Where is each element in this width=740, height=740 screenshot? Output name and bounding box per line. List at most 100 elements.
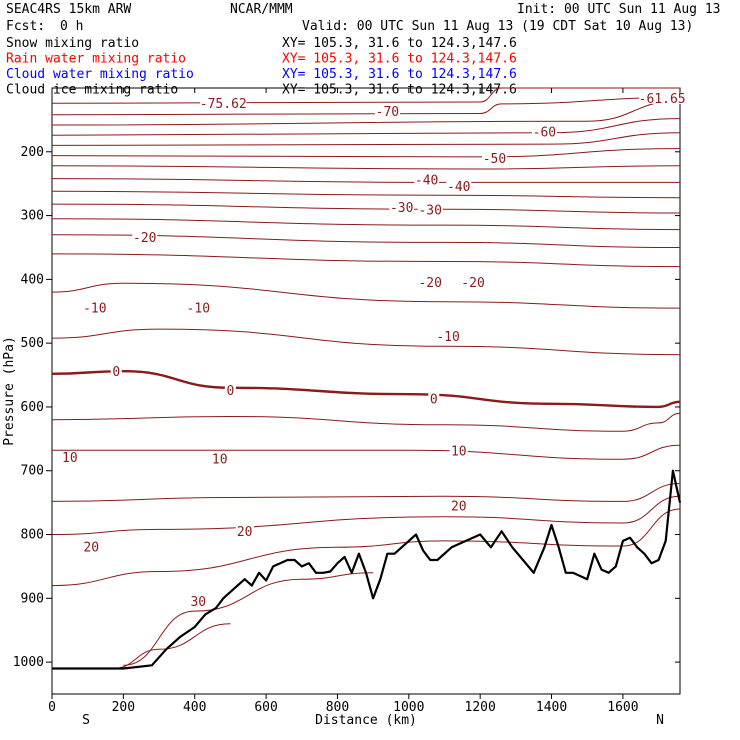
contour-label-bg: [374, 106, 400, 118]
contour-line: [51, 495, 681, 535]
x-tick-label: 1000: [393, 700, 424, 715]
contour-line: [112, 623, 231, 669]
contour-label-bg: [460, 277, 486, 289]
model-title: SEAC4RS 15km ARW: [6, 2, 131, 17]
contour-line: [51, 282, 681, 309]
contour-line: [51, 253, 681, 268]
y-tick-label: 700: [21, 464, 44, 479]
contour-label: 20: [451, 499, 467, 514]
field-label: Cloud water mixing ratio: [6, 67, 194, 82]
contour-label: -10: [83, 302, 106, 317]
field-legend: Snow mixing ratio XY= 105.3, 31.6 to 124.…: [6, 36, 517, 98]
contour-line: [51, 100, 681, 126]
contour-label-bg: [446, 180, 472, 192]
x-tick-label: 1400: [536, 700, 567, 715]
y-tick-label: 400: [21, 272, 44, 287]
x-tick-label: 1200: [465, 700, 496, 715]
x-tick-label: 600: [254, 700, 277, 715]
x-tick-label: 0: [48, 700, 56, 715]
center-label: NCAR/MMM: [230, 2, 293, 17]
contour-label: 10: [451, 445, 467, 460]
x-tick-label: 200: [112, 700, 135, 715]
contour-line: [123, 572, 374, 666]
fcst-label: Fcst:: [6, 19, 45, 34]
contour-labels: -75.62-70-61.65-60-50-40 -40-30 -30-20-20-…: [60, 92, 686, 610]
init-label: Init: 00 UTC Sun 11 Aug 13: [517, 2, 721, 17]
contour-label-bg: [185, 302, 211, 314]
valid-label: Valid: 00 UTC Sun 11 Aug 13 (19 CDT Sat …: [302, 19, 693, 34]
contour-line: [51, 148, 681, 158]
contour-label: -20: [133, 231, 156, 246]
contour-label-bg: [414, 174, 440, 186]
contour-line: [51, 118, 681, 136]
contour-line: [51, 97, 681, 116]
field-label: Snow mixing ratio: [6, 36, 139, 51]
field-label: Cloud ice mixing ratio: [6, 83, 178, 98]
contour-label-bg: [417, 277, 443, 289]
field-xy: XY= 105.3, 31.6 to 124.3,147.6: [282, 36, 517, 51]
contour-line: [51, 483, 681, 502]
contour-label-bg: [200, 97, 247, 109]
y-tick-label: 200: [21, 145, 44, 160]
contour-label: -30: [418, 203, 441, 218]
contour-label-bg: [235, 525, 254, 537]
contour-label-bg: [449, 445, 468, 457]
contour-label-bg: [110, 365, 122, 377]
contour-line: [51, 328, 681, 356]
contour-label: -75.62: [200, 97, 247, 112]
contour-label-bg: [389, 201, 415, 213]
field-xy: XY= 105.3, 31.6 to 124.3,147.6: [282, 52, 517, 67]
contour-label-bg: [435, 330, 461, 342]
contour-label: 20: [237, 525, 253, 540]
x-tick-label: 800: [326, 700, 349, 715]
y-tick-label: 500: [21, 336, 44, 351]
endpoint-right: N: [656, 713, 664, 728]
contour-line: [51, 444, 681, 460]
contour-label: -61.65: [639, 92, 686, 107]
contour-label: -40: [447, 180, 470, 195]
contour-line: [51, 508, 681, 587]
fcst-value: 0 h: [60, 19, 83, 34]
contour-label: -60: [533, 126, 556, 141]
contour-line: [51, 203, 681, 214]
contour-line: [51, 412, 681, 432]
contour-label-bg: [481, 152, 507, 164]
x-tick-label: 1600: [607, 700, 638, 715]
contour-label-bg: [531, 126, 557, 138]
contour-line: [51, 234, 681, 248]
contour-label-bg: [639, 92, 686, 104]
contour-label-bg: [417, 204, 443, 216]
contour-label-bg: [82, 302, 108, 314]
contour-line: [51, 178, 680, 183]
contour-line: [51, 218, 681, 231]
contour-label: -20: [461, 276, 484, 291]
contour-label: -70: [376, 105, 399, 120]
contour-label-bg: [60, 451, 79, 463]
terrain-profile: [52, 469, 682, 670]
y-tick-label: 900: [21, 591, 44, 606]
y-axis-label: Pressure (hPa): [2, 336, 17, 446]
contour-label-bg: [449, 500, 468, 512]
plot-frame: [51, 87, 681, 695]
contour-label: 10: [62, 451, 78, 466]
contour-label-bg: [132, 231, 158, 243]
contour-line: [51, 369, 681, 409]
y-tick-label: 800: [21, 528, 44, 543]
y-tick-label: 600: [21, 400, 44, 415]
contour-label: 30: [190, 595, 206, 610]
axes: 0 200 400 600 800 1000 1200 1400 160020030040050…: [13, 88, 680, 715]
field-xy: XY= 105.3, 31.6 to 124.3,147.6: [282, 67, 517, 82]
contour-label: 20: [83, 540, 99, 555]
contour-label: 0: [226, 384, 234, 399]
contour-label: -40: [415, 173, 438, 188]
contour-label: -10: [436, 330, 459, 345]
contour-label: -10: [187, 302, 210, 317]
x-axis-label: Distance (km): [315, 713, 417, 728]
contour-label: 0: [430, 392, 438, 407]
terrain-line: [52, 469, 682, 670]
contour-label-bg: [224, 385, 236, 396]
contour-line: [51, 190, 681, 199]
contour-label: -20: [418, 276, 441, 291]
contour-label-bg: [82, 541, 101, 553]
